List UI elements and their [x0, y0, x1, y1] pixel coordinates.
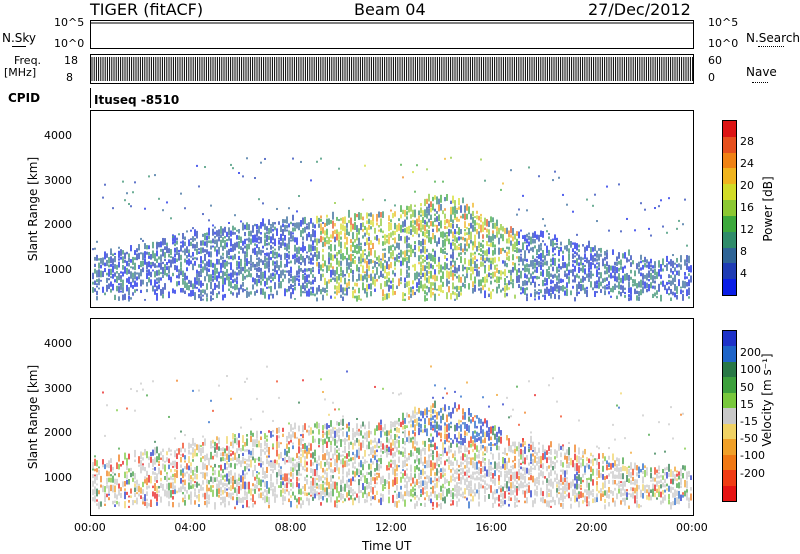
x-tick-label: 20:00	[575, 521, 608, 534]
colorbar-tick-label: -100	[740, 449, 765, 463]
colorbar-segment	[723, 439, 736, 455]
colorbar-tick-label: 24	[740, 157, 754, 170]
colorbar-tick-label: -15	[740, 415, 758, 428]
y-tick-label: 4000	[44, 128, 72, 142]
beam-title: Beam 04	[354, 0, 426, 19]
y-tick-label: 2000	[44, 218, 72, 232]
colorbar-tick-label: 50	[740, 380, 754, 394]
y-tick-label: 3000	[44, 381, 72, 395]
nave-scale-bottom: 0	[708, 71, 715, 84]
colorbar-segment	[723, 346, 736, 362]
nave-legend-line	[752, 82, 768, 83]
colorbar-segment	[723, 121, 736, 137]
nsearch-label: N.Search	[746, 31, 800, 45]
colorbar-tick-label: 15	[740, 397, 754, 411]
x-tick-label: 12:00	[375, 521, 407, 534]
y-tick-label: 1000	[44, 471, 72, 485]
power-colorbar	[722, 120, 737, 296]
freq-scale-top: 18	[64, 54, 78, 67]
nsky-trace	[91, 22, 693, 24]
nsky-legend-line	[12, 46, 26, 47]
power-ylabel: Slant Range [km]	[26, 156, 40, 262]
colorbar-segment	[723, 331, 736, 347]
colorbar-segment	[723, 231, 736, 248]
freq-trace	[91, 57, 694, 81]
colorbar-segment	[723, 247, 736, 264]
trace-line	[91, 57, 694, 81]
colorbar-tick-label: 12	[740, 223, 754, 236]
colorbar-tick-label: -200	[740, 466, 765, 480]
nsky-scale-bottom: 10^0	[54, 37, 85, 50]
y-tick-label: 3000	[44, 173, 72, 187]
nsearch-scale-top: 10^5	[708, 16, 739, 29]
freq-scale-bottom: 8	[66, 71, 73, 84]
cpid-marker	[90, 88, 91, 108]
colorbar-segment	[723, 168, 736, 185]
nave-label: Nave	[746, 65, 777, 79]
freq-panel	[90, 54, 694, 84]
colorbar-tick-label: -50	[740, 432, 758, 446]
colorbar-segment	[723, 200, 736, 216]
colorbar-segment	[723, 377, 736, 393]
cpid-label: CPID	[8, 91, 41, 105]
power-scatter	[92, 156, 692, 302]
velocity-scatter	[92, 365, 692, 510]
y-tick-label: 1000	[44, 263, 72, 277]
y-tick-label: 2000	[44, 426, 72, 440]
freq-unit-label: [MHz]	[4, 66, 37, 79]
nave-scale-top: 60	[708, 54, 722, 67]
velocity-colorbar-label: Velocity [m s⁻¹]	[760, 353, 774, 447]
radar-title: TIGER (fitACF)	[90, 0, 204, 19]
colorbar-tick-label: 100	[740, 363, 761, 377]
colorbar-segment	[723, 485, 736, 501]
date-title: 27/Dec/2012	[588, 0, 691, 19]
x-tick-label: 08:00	[274, 521, 307, 534]
colorbar-segment	[723, 454, 736, 471]
colorbar-segment	[723, 136, 736, 153]
colorbar-segment	[723, 392, 736, 409]
colorbar-segment	[723, 263, 736, 280]
x-tick-label: 00:00	[74, 521, 106, 534]
velocity-panel	[90, 318, 694, 516]
x-tick-label: 16:00	[475, 521, 508, 534]
colorbar-tick-label: 28	[740, 135, 754, 148]
colorbar-segment	[723, 215, 736, 232]
colorbar-tick-label: 200	[740, 346, 761, 360]
colorbar-tick-label: 20	[740, 179, 754, 192]
nsky-panel	[90, 20, 694, 49]
nsearch-scale-bottom: 10^0	[708, 37, 739, 50]
colorbar-segment	[723, 470, 736, 486]
y-tick-label: 4000	[44, 336, 72, 350]
colorbar-tick-label: 16	[740, 201, 754, 214]
colorbar-tick-label: 4	[740, 267, 747, 280]
x-axis-label: Time UT	[362, 539, 412, 553]
power-colorbar-label: Power [dB]	[761, 176, 775, 242]
nsky-label: N.Sky	[2, 31, 37, 45]
nsearch-legend-line	[758, 46, 784, 47]
velocity-ylabel: Slant Range [km]	[26, 364, 40, 470]
x-tick-label: 04:00	[174, 521, 207, 534]
colorbar-segment	[723, 279, 736, 295]
colorbar-tick-label: 8	[740, 245, 747, 258]
nsky-scale-top: 10^5	[54, 16, 85, 29]
cpid-value: Ituseq -8510	[94, 93, 180, 107]
velocity-colorbar	[722, 330, 737, 502]
x-tick-label: 00:00	[676, 521, 708, 534]
power-panel	[90, 110, 694, 308]
colorbar-segment	[723, 152, 736, 169]
colorbar-segment	[723, 361, 736, 378]
colorbar-segment	[723, 184, 736, 201]
freq-label: Freq.	[14, 54, 42, 67]
colorbar-segment	[723, 408, 736, 424]
colorbar-segment	[723, 423, 736, 440]
trace-line	[91, 22, 693, 24]
